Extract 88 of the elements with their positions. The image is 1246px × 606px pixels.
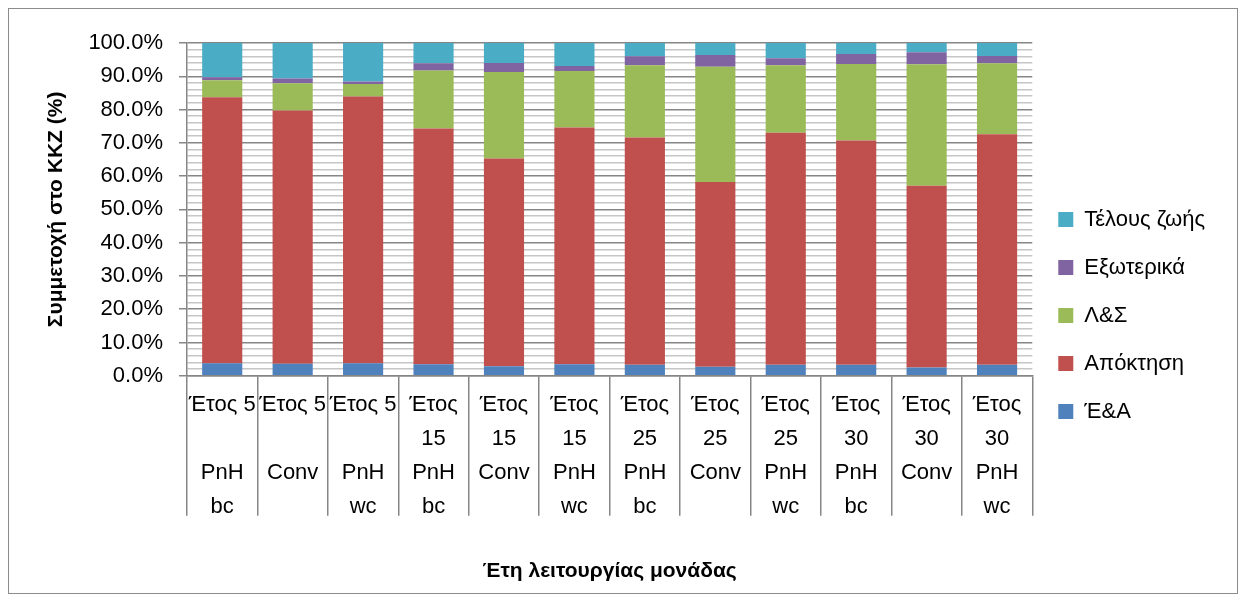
bar bbox=[976, 43, 1018, 56]
bar bbox=[202, 97, 243, 364]
bar bbox=[483, 62, 525, 72]
x-tick-label: Έτος 15 PnH bc bbox=[408, 390, 458, 518]
y-tick-label: 50.0% bbox=[100, 195, 163, 221]
legend-label: Απόκτηση bbox=[1084, 349, 1185, 375]
bar bbox=[765, 132, 806, 365]
bar bbox=[836, 364, 877, 376]
bar bbox=[906, 185, 947, 368]
bar bbox=[624, 65, 665, 138]
bar bbox=[976, 134, 1018, 365]
bar bbox=[554, 65, 595, 71]
bar bbox=[554, 127, 595, 365]
y-tick-label: 90.0% bbox=[100, 62, 163, 88]
bar bbox=[343, 363, 384, 376]
y-tick-label: 70.0% bbox=[100, 128, 163, 154]
bar bbox=[202, 363, 243, 376]
bar bbox=[836, 63, 877, 141]
bar bbox=[272, 83, 313, 111]
bar bbox=[343, 83, 384, 97]
x-tick-label: Έτος 15 Conv bbox=[478, 390, 530, 484]
bar bbox=[202, 77, 243, 81]
bar bbox=[906, 52, 947, 65]
bar bbox=[483, 158, 525, 367]
legend-label: Τέλους ζωής bbox=[1084, 205, 1206, 231]
bar bbox=[624, 43, 665, 57]
category-label: Έτος 5 PnH wc bbox=[329, 390, 397, 518]
bar bbox=[202, 43, 243, 78]
bar bbox=[413, 63, 454, 71]
y-tick-label: 10.0% bbox=[100, 328, 163, 354]
x-tick-label: Έτος 25 Conv bbox=[689, 390, 741, 484]
bar bbox=[624, 364, 665, 376]
bar bbox=[272, 43, 313, 79]
bar bbox=[765, 364, 806, 376]
bar bbox=[272, 110, 313, 364]
bar bbox=[483, 366, 525, 376]
category-label: Έτος 5 PnH bc bbox=[188, 390, 256, 518]
y-tick-label: 40.0% bbox=[100, 228, 163, 254]
bar bbox=[695, 66, 736, 183]
bar bbox=[765, 43, 806, 59]
y-axis-title: Συμμετοχή στο ΚΚΖ (%) bbox=[43, 91, 67, 328]
bar bbox=[976, 63, 1018, 135]
x-tick-label: Έτος 30 PnH bc bbox=[830, 390, 881, 518]
y-tick-label: 20.0% bbox=[100, 295, 163, 321]
y-tick-label: 80.0% bbox=[100, 95, 163, 121]
bar bbox=[413, 43, 454, 64]
legend-label: Λ&Σ bbox=[1084, 301, 1128, 327]
bar bbox=[624, 56, 665, 66]
bar bbox=[695, 43, 736, 55]
x-tick-label: Έτος 15 PnH wc bbox=[549, 390, 599, 518]
y-tick-label: 0.0% bbox=[112, 361, 163, 387]
x-tick-label: Έτος 25 PnH wc bbox=[760, 390, 810, 518]
bar bbox=[765, 65, 806, 133]
legend-label: Εξωτερικά bbox=[1084, 253, 1186, 279]
bar bbox=[695, 182, 736, 367]
bar bbox=[906, 64, 947, 186]
y-tick-label: 100.0% bbox=[88, 29, 163, 55]
bar bbox=[976, 364, 1018, 376]
y-tick-label: 60.0% bbox=[100, 162, 163, 188]
bar bbox=[483, 71, 525, 159]
bar bbox=[483, 43, 525, 63]
bar bbox=[554, 43, 595, 66]
x-axis-title: Έτη λειτουργίας μονάδας bbox=[482, 558, 737, 583]
bar bbox=[906, 367, 947, 376]
bar bbox=[554, 364, 595, 376]
bar bbox=[554, 70, 595, 128]
bar bbox=[413, 128, 454, 365]
bar bbox=[906, 43, 947, 53]
bar bbox=[343, 43, 384, 82]
bar bbox=[343, 96, 384, 364]
bar bbox=[272, 363, 313, 376]
x-tick-label: Έτος 30 PnH wc bbox=[971, 390, 1022, 518]
legend-label: Έ&Α bbox=[1083, 397, 1132, 423]
bar bbox=[624, 137, 665, 365]
bar bbox=[695, 366, 736, 376]
bar bbox=[836, 43, 877, 54]
bar bbox=[765, 58, 806, 66]
bar bbox=[202, 80, 243, 98]
bar bbox=[836, 140, 877, 365]
bar bbox=[413, 364, 454, 376]
y-tick-label: 30.0% bbox=[100, 262, 163, 288]
bar bbox=[976, 55, 1018, 64]
category-label: Έτος 5 Conv bbox=[259, 390, 327, 484]
bar bbox=[836, 53, 877, 64]
x-tick-label: Έτος 30 Conv bbox=[900, 390, 953, 484]
bar bbox=[413, 70, 454, 129]
bar bbox=[695, 54, 736, 67]
x-tick-label: Έτος 25 PnH bc bbox=[619, 390, 670, 518]
